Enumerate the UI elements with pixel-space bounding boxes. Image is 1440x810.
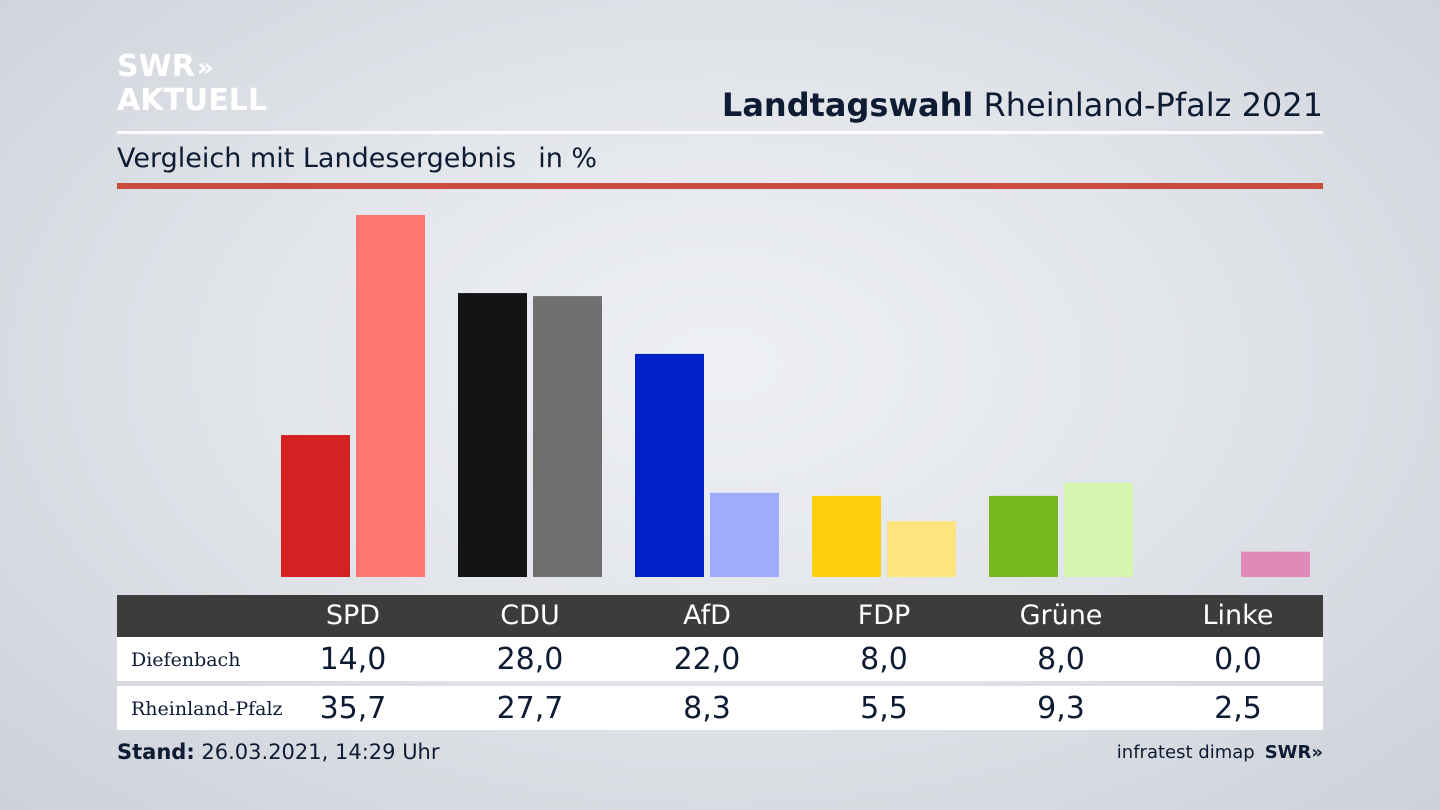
bar-chart xyxy=(281,215,1310,577)
logo-swr: SWR xyxy=(117,49,195,84)
logo-aktuell: AKTUELL xyxy=(117,83,268,118)
timestamp: Stand: 26.03.2021, 14:29 Uhr xyxy=(117,740,440,764)
bar-grne-local xyxy=(989,495,1058,577)
column-header-afd: AfD xyxy=(683,600,731,631)
data-label-grne: 9,3 xyxy=(1037,691,1085,726)
bar-linke-state xyxy=(1241,551,1310,577)
data-label-grne: 8,0 xyxy=(1037,642,1085,677)
data-label-afd: 8,3 xyxy=(683,691,731,726)
accent-divider xyxy=(117,183,1323,189)
bar-grne-state xyxy=(1064,482,1133,577)
row-label: Rheinland-Pfalz xyxy=(131,698,283,720)
data-label-fdp: 8,0 xyxy=(860,642,908,677)
swr-aktuell-logo: SWR» AKTUELL xyxy=(117,52,267,116)
bar-spd-state xyxy=(356,215,425,577)
bar-cdu-local xyxy=(458,293,527,577)
stand-value: 26.03.2021, 14:29 Uhr xyxy=(201,740,440,764)
data-label-cdu: 27,7 xyxy=(496,691,564,726)
subtitle-unit: in % xyxy=(538,143,598,174)
table-header: SPD CDU AfD FDP Grüne Linke xyxy=(117,595,1323,637)
bar-afd-local xyxy=(635,353,704,577)
column-header-grne: Grüne xyxy=(1019,600,1103,631)
title-rest: Rheinland-Pfalz 2021 xyxy=(983,86,1323,124)
bar-fdp-state xyxy=(887,521,956,577)
table-row: Diefenbach 14,0 28,0 22,0 8,0 8,0 0,0 xyxy=(117,637,1323,681)
column-header-cdu: CDU xyxy=(500,600,560,631)
column-header-fdp: FDP xyxy=(857,600,911,631)
data-label-afd: 22,0 xyxy=(673,642,741,677)
data-label-spd: 35,7 xyxy=(319,691,387,726)
bar-cdu-state xyxy=(533,296,602,577)
data-label-linke: 0,0 xyxy=(1214,642,1262,677)
swr-small-logo: SWR» xyxy=(1264,742,1323,763)
data-label-spd: 14,0 xyxy=(319,642,387,677)
row-label: Diefenbach xyxy=(131,649,241,671)
stand-label: Stand: xyxy=(117,740,195,764)
title-bold: Landtagswahl xyxy=(721,86,974,124)
bar-afd-state xyxy=(710,492,779,577)
table-row: Rheinland-Pfalz 35,7 27,7 8,3 5,5 9,3 2,5 xyxy=(117,686,1323,730)
column-header-spd: SPD xyxy=(325,600,381,631)
column-header-linke: Linke xyxy=(1202,600,1274,631)
subtitle-text: Vergleich mit Landesergebnis xyxy=(117,143,517,174)
page-title: Landtagswahl Rheinland-Pfalz 2021 xyxy=(722,86,1323,124)
chart-subtitle: Vergleich mit Landesergebnis in % xyxy=(117,143,597,174)
source-credit: infratest dimap SWR» xyxy=(1117,742,1323,763)
results-table: SPD CDU AfD FDP Grüne Linke Diefenbach 14,0 28… xyxy=(117,595,1323,730)
bar-spd-local xyxy=(281,435,350,577)
title-divider xyxy=(117,131,1323,134)
source-name: infratest dimap xyxy=(1116,742,1255,763)
data-label-linke: 2,5 xyxy=(1214,691,1262,726)
logo-arrows-icon: » xyxy=(196,53,214,83)
bar-fdp-local xyxy=(812,495,881,577)
data-label-fdp: 5,5 xyxy=(860,691,908,726)
data-label-cdu: 28,0 xyxy=(496,642,564,677)
